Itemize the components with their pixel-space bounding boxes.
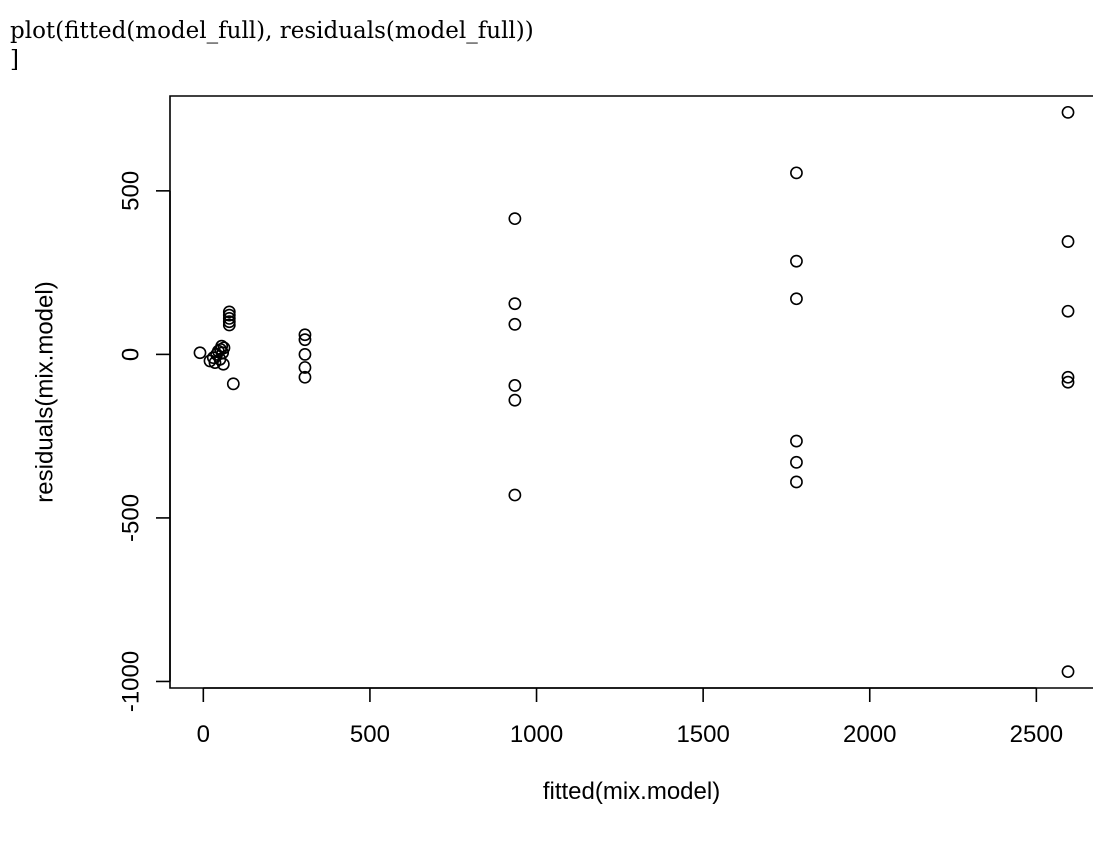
- y-axis-label: residuals(mix.model): [31, 281, 58, 502]
- scatter-point: [790, 292, 803, 306]
- scatter-point: [222, 315, 236, 329]
- scatter-point: [193, 346, 207, 360]
- scatter-point: [790, 254, 803, 268]
- x-axis-label: fitted(mix.model): [543, 778, 720, 805]
- scatter-point: [298, 333, 312, 347]
- scatter-point: [508, 393, 522, 407]
- scatter-point: [790, 455, 803, 469]
- data-points: [193, 105, 1075, 679]
- code-line-bracket: ]: [10, 47, 19, 73]
- scatter-point: [222, 305, 236, 319]
- x-tick-label: 2500: [1010, 721, 1063, 748]
- scatter-point: [1061, 105, 1075, 119]
- scatter-point: [226, 377, 240, 391]
- x-tick-label: 2000: [843, 721, 896, 748]
- scatter-point: [508, 212, 522, 226]
- scatter-point: [1061, 370, 1075, 384]
- scatter-point: [215, 339, 229, 353]
- scatter-point: [508, 379, 522, 392]
- scatter-point: [508, 317, 522, 331]
- y-tick-label: -1000: [117, 651, 144, 712]
- y-tick-label: 0: [117, 348, 144, 361]
- scatter-point: [790, 475, 803, 489]
- code-line-plot-call: plot(fitted(model_full), residuals(model…: [10, 18, 534, 44]
- x-tick-label: 0: [197, 721, 210, 748]
- x-tick-label: 1000: [510, 721, 563, 748]
- scatter-point: [222, 312, 236, 325]
- scatter-point: [1061, 304, 1075, 318]
- scatter-point: [217, 341, 231, 355]
- scatter-point: [790, 434, 803, 448]
- plot-border: [169, 95, 1093, 689]
- scatter-point: [222, 308, 236, 322]
- y-tick-label: 500: [117, 171, 144, 211]
- scatter-point: [508, 488, 522, 502]
- scatter-point: [1061, 235, 1075, 248]
- x-tick-label: 1500: [676, 721, 729, 748]
- scatter-point: [222, 318, 236, 332]
- scatter-point: [790, 166, 803, 180]
- plot-frame: [169, 95, 1093, 689]
- y-tick-label: -500: [117, 494, 144, 542]
- x-axis: 0 500 1000 1500 2000 2500: [197, 687, 1063, 748]
- y-axis: -1000 -500 0 500: [117, 171, 171, 712]
- x-tick-label: 500: [350, 721, 390, 748]
- scatter-point: [216, 357, 230, 371]
- scatter-point: [1061, 665, 1075, 679]
- scatter-point: [1061, 375, 1075, 389]
- scatter-point: [298, 370, 312, 384]
- scatter-point: [298, 328, 312, 342]
- scatter-point: [298, 361, 312, 374]
- scatter-point: [298, 347, 312, 361]
- scatter-point: [508, 297, 522, 311]
